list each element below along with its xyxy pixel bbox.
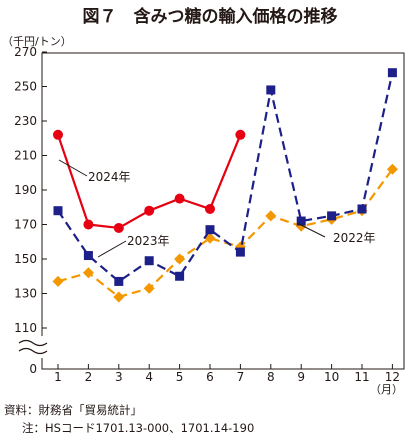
y-axis-unit: （千円/トン） — [2, 35, 72, 48]
y-tick-label: 190 — [14, 183, 37, 197]
x-tick-label: 4 — [145, 370, 153, 384]
series-2022-point — [235, 247, 245, 257]
x-tick-label: 12 — [385, 370, 400, 384]
x-tick-label: 3 — [115, 370, 123, 384]
x-tick-label: 11 — [354, 370, 369, 384]
x-tick-label: 8 — [267, 370, 275, 384]
y-tick-label: 130 — [14, 287, 37, 301]
y-tick-label: 230 — [14, 114, 37, 128]
y-tick-label: 110 — [14, 321, 37, 335]
series-2024-point — [113, 222, 124, 233]
plot-frame — [41, 52, 405, 370]
y-tick-label: 270 — [14, 45, 37, 59]
series-2023-point — [52, 275, 64, 287]
x-axis-unit: （月） — [370, 383, 403, 396]
x-tick-label: 1 — [54, 370, 62, 384]
source-note: 資料：財務省「貿易統計」 — [4, 403, 142, 417]
leader-2023 — [97, 240, 127, 258]
leader-2024 — [58, 159, 88, 177]
series-2022-point — [175, 271, 185, 281]
series-2022-point — [83, 251, 93, 261]
series-2023-line — [57, 168, 394, 299]
series-layer — [52, 68, 398, 303]
series-2022-point — [357, 204, 367, 214]
series-2023-point — [113, 291, 125, 303]
series-2022-point — [205, 225, 215, 235]
y-tick-label: 250 — [14, 80, 37, 94]
y-tick-label: 0 — [29, 362, 37, 376]
series-2024-point — [83, 219, 94, 230]
series-2022-point — [327, 211, 337, 221]
series-2022-point — [53, 206, 63, 216]
leader-2022 — [296, 222, 326, 238]
series-2024-point — [144, 205, 155, 216]
axis-break-icon — [18, 339, 48, 355]
series-2023-point — [82, 267, 94, 279]
x-tick-label: 6 — [206, 370, 214, 384]
axis-break-mask — [18, 336, 52, 358]
x-tick-label: 9 — [297, 370, 305, 384]
x-axis: 1 2 3 4 5 6 7 8 9 10 11 12 — [54, 364, 400, 384]
series-2024-point — [235, 129, 246, 140]
series-2023-point — [143, 282, 155, 294]
series-2022-point — [144, 256, 154, 266]
series-2024-point — [205, 203, 215, 214]
label-2023: 2023年 — [127, 234, 170, 248]
series-2022-point — [114, 276, 124, 286]
series-2024-point — [53, 129, 63, 140]
series-2024-point — [174, 193, 185, 204]
x-tick-label: 5 — [176, 370, 184, 384]
x-tick-label: 7 — [237, 370, 245, 384]
y-axis: 0 110 130 150 170 190 210 230 250 270 — [14, 45, 47, 376]
series-2022-point — [387, 68, 397, 78]
label-2024: 2024年 — [88, 170, 131, 184]
label-2022: 2022年 — [333, 231, 376, 245]
series-2022-point — [296, 216, 306, 226]
series-2022-line — [57, 72, 394, 283]
chart-title: 図７ 含みつ糖の輸入価格の推移 — [83, 6, 338, 27]
y-tick-label: 150 — [14, 252, 37, 266]
series-2022-point — [266, 85, 276, 95]
series-2023-point — [386, 163, 398, 175]
x-tick-label: 2 — [85, 370, 93, 384]
series-2023-point — [265, 210, 277, 222]
hs-code-note: 注：HSコード1701.13-000、1701.14-190 — [22, 421, 254, 435]
series-2023-point — [174, 253, 186, 265]
x-tick-label: 10 — [324, 370, 339, 384]
y-tick-label: 210 — [14, 149, 37, 163]
y-tick-label: 170 — [14, 218, 37, 232]
